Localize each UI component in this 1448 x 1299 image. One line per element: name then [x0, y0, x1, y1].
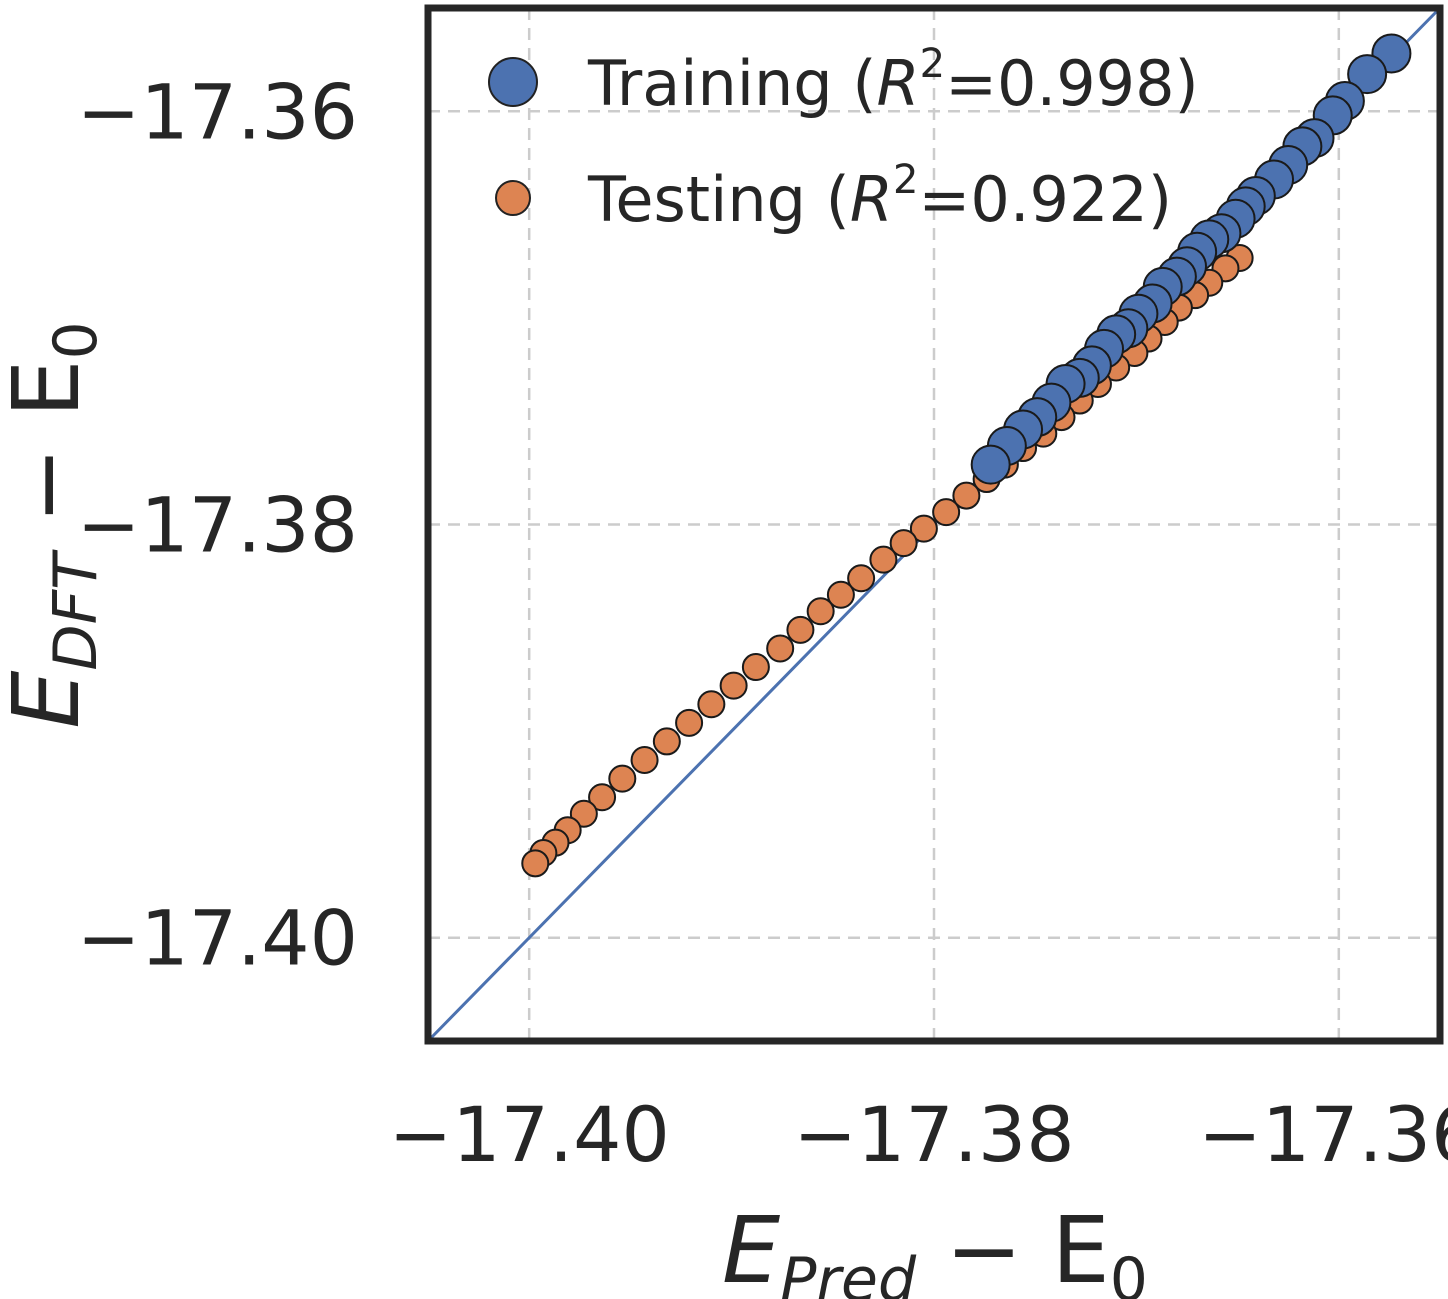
testing-point: [889, 529, 918, 558]
x-tick-label: −17.40: [389, 1090, 670, 1179]
legend-marker-testing: [495, 180, 531, 216]
x-tick-label: −17.36: [1198, 1090, 1448, 1179]
training-point: [1347, 54, 1388, 95]
testing-point: [847, 564, 876, 593]
y-axis-ticks: −17.40 −17.38 −17.36: [77, 67, 358, 982]
plot-frame: [424, 4, 1444, 1045]
x-axis-ticks: −17.40 −17.38 −17.36: [389, 1090, 1448, 1179]
testing-point: [766, 634, 795, 663]
legend-marker-training: [488, 57, 538, 107]
testing-point: [652, 727, 681, 756]
testing-point: [675, 708, 704, 737]
legend-label-training: Training (R2=0.998): [587, 41, 1199, 120]
testing-point: [932, 498, 961, 527]
testing-point: [588, 783, 617, 812]
training-point: [970, 444, 1011, 485]
y-tick-label: −17.36: [77, 67, 358, 156]
testing-point: [741, 653, 770, 682]
testing-point: [608, 764, 637, 793]
testing-point: [521, 849, 550, 878]
testing-point: [719, 671, 748, 700]
testing-point: [826, 580, 855, 609]
testing-point: [806, 597, 835, 626]
x-tick-label: −17.38: [793, 1090, 1074, 1179]
training-series: [970, 33, 1412, 485]
y-axis-label: EDFT − E0: [0, 321, 111, 728]
y-tick-label: −17.40: [77, 894, 358, 983]
legend: Training (R2=0.998) Testing (R2=0.922): [488, 41, 1199, 236]
testing-point: [630, 746, 659, 775]
x-axis-label: EPred − E0: [722, 1197, 1148, 1299]
y-tick-label: −17.38: [77, 481, 358, 570]
testing-point: [909, 514, 938, 543]
testing-point: [869, 545, 898, 574]
testing-point: [786, 615, 815, 644]
testing-point: [697, 690, 726, 719]
legend-label-testing: Testing (R2=0.922): [587, 157, 1172, 236]
testing-point: [952, 481, 981, 510]
